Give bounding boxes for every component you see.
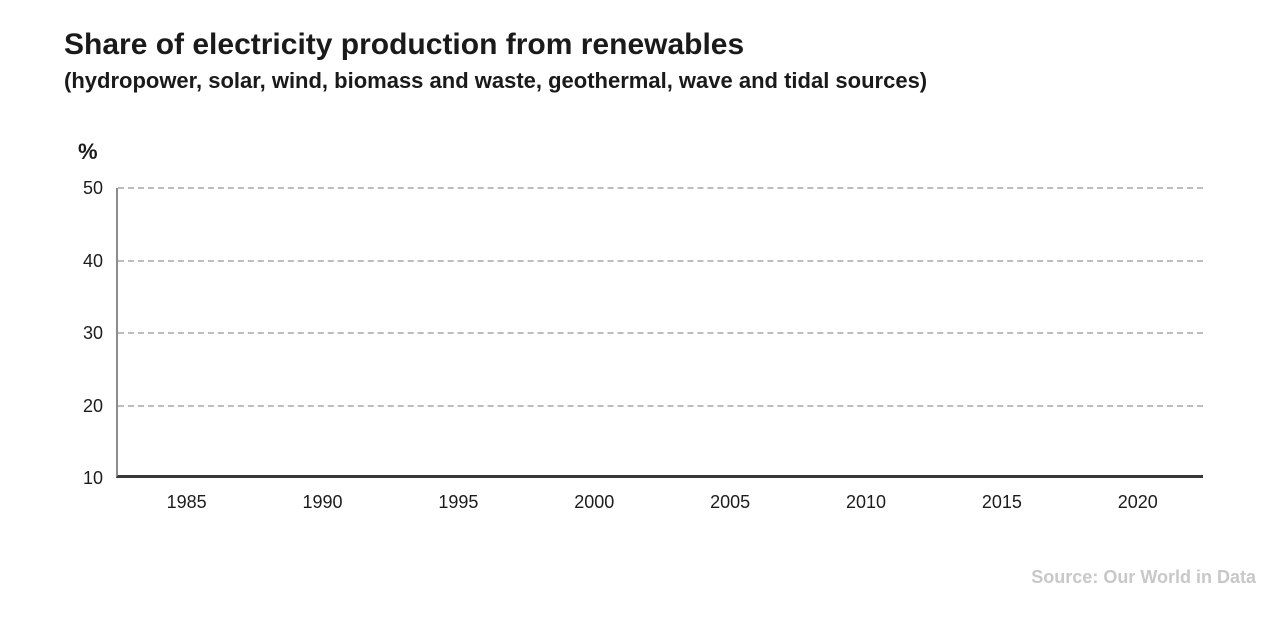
y-tick-label-40: 40 [82, 250, 103, 271]
y-tick-label-20: 20 [82, 395, 103, 416]
y-tick-label-30: 30 [82, 323, 103, 343]
chart-title: Share of electricity production from ren… [64, 28, 745, 61]
y-tick-label-50: 50 [82, 178, 103, 198]
gridline-y-20 [118, 404, 1203, 407]
x-tick-label-2000: 2000 [574, 492, 615, 512]
x-tick-label-1985: 1985 [166, 492, 207, 512]
gridline-y-50 [118, 187, 1203, 189]
y-tick-label-10: 10 [82, 468, 103, 488]
x-tick-label-2020: 2020 [1117, 492, 1158, 512]
gridline-y-30 [118, 332, 1203, 334]
source-attribution: Source: Our World in Data [1031, 567, 1256, 587]
y-axis-tick-labels: 10 20 30 40 50 [56, 178, 103, 488]
x-tick-label-1995: 1995 [438, 492, 479, 512]
x-axis-tick-labels: 1985 1990 1995 2000 2005 2010 2015 2020 [116, 491, 1203, 515]
x-tick-label-2015: 2015 [981, 492, 1022, 512]
x-tick-label-1990: 1990 [302, 492, 343, 512]
chart-subtitle: (hydropower, solar, wind, biomass and wa… [64, 67, 928, 93]
x-tick-label-2010: 2010 [845, 492, 887, 512]
gridline-y-40 [118, 259, 1203, 262]
plot-area [116, 187, 1203, 478]
y-axis-unit-label: % [78, 139, 98, 164]
x-tick-label-2005: 2005 [710, 492, 751, 512]
chart-header: Share of electricity production from ren… [64, 28, 927, 94]
